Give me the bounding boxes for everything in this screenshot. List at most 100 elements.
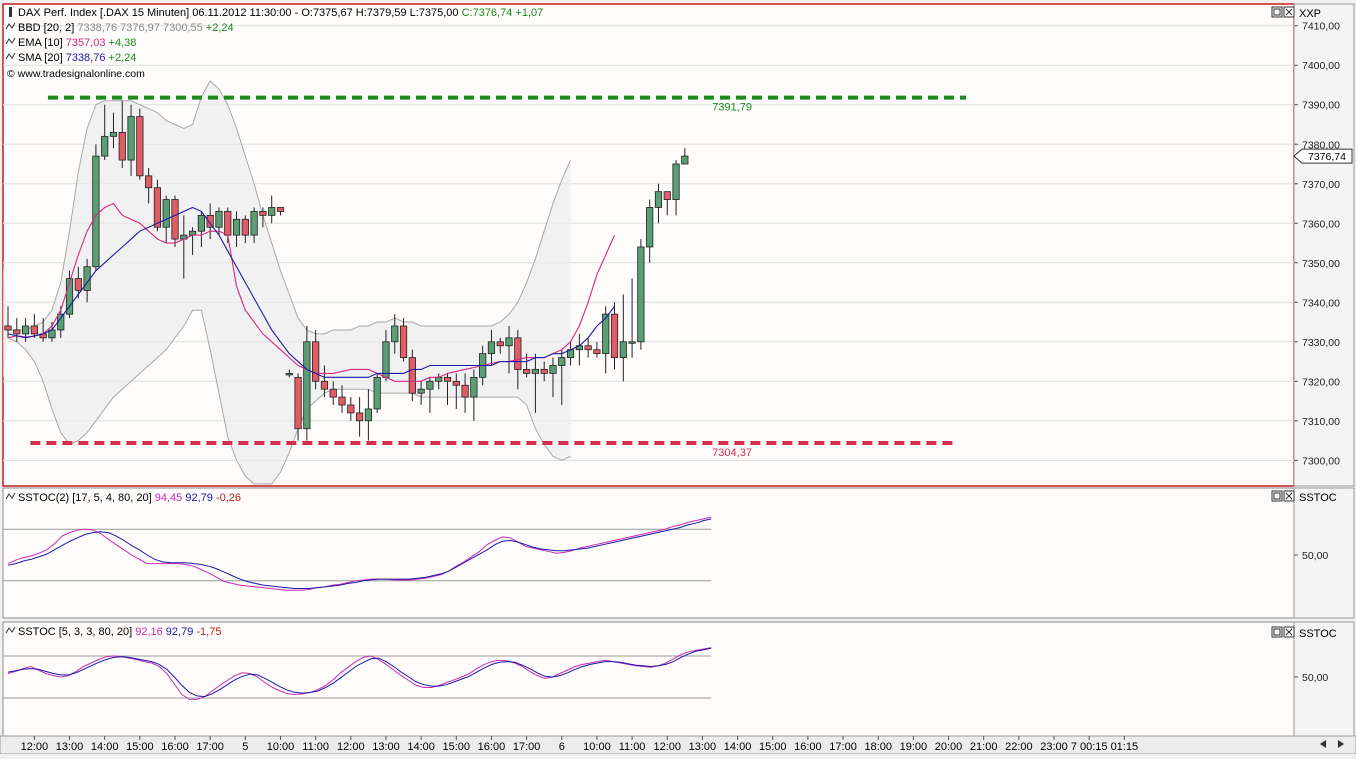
- x-tick-label: 14:00: [724, 741, 752, 753]
- candle-body: [4, 325, 12, 331]
- bbd-line-change: +2,24: [206, 22, 234, 34]
- x-tick-label: 21:00: [970, 741, 998, 753]
- candle-body: [312, 341, 320, 382]
- bbd-line-values: 7338,76 7376,97 7300,55: [77, 22, 202, 34]
- stoch2-tick-label: 50,00: [1302, 672, 1328, 684]
- x-tick-label: 11:00: [619, 741, 646, 753]
- stoch1-axis-title: SSTOC: [1299, 492, 1337, 504]
- bbd-line-label: BBD [20, 2]: [18, 22, 74, 34]
- x-tick-label: 13:00: [372, 741, 400, 753]
- x-tick-label: 10:00: [583, 741, 611, 753]
- ohlc-values: O:7375,67 H:7379,59 L:7375,00: [301, 7, 458, 19]
- candle-body: [329, 388, 337, 398]
- candle-body: [241, 218, 249, 236]
- candle-body: [83, 266, 91, 291]
- candle-body: [628, 341, 636, 344]
- stoch2-wave-icon: [5, 626, 16, 634]
- candle-body: [558, 357, 566, 366]
- x-tick-label: 11:00: [302, 741, 329, 753]
- x-tick-label: 10:00: [267, 741, 295, 753]
- candle-body: [320, 380, 329, 390]
- stoch1-slow-line: [7, 518, 712, 590]
- stoch2-slow-line: [7, 647, 712, 698]
- candle-body: [285, 373, 293, 376]
- candle-body: [268, 207, 276, 216]
- x-tick-label: 12:00: [337, 741, 365, 753]
- candle-body: [206, 214, 214, 228]
- y-tick-label: 7390,00: [1302, 100, 1340, 112]
- panel-bg-2: [2, 487, 1295, 619]
- panel-bg-3: [2, 621, 1295, 737]
- x-tick-label: 5: [242, 741, 248, 753]
- candle-body: [373, 376, 381, 410]
- x-tick-label: 22:00: [1005, 741, 1033, 753]
- candle-body: [382, 341, 390, 378]
- candle-body: [136, 116, 144, 177]
- scroll-left-icon[interactable]: [1320, 740, 1326, 748]
- candle-body: [681, 155, 689, 165]
- maximize-icon-3: [1273, 628, 1281, 636]
- candle-body: [250, 211, 258, 236]
- bollinger-upper-line: [8, 80, 572, 335]
- x-tick-label: 20:00: [935, 741, 963, 753]
- candle-body: [30, 325, 38, 335]
- y-tick-label: 7330,00: [1302, 337, 1340, 349]
- stoch1-label: SSTOC(2) [17, 5, 4, 80, 20]: [18, 492, 152, 504]
- candle-body: [443, 376, 452, 382]
- maximize-icon-1: [1273, 8, 1281, 16]
- candle-body: [303, 341, 311, 430]
- x-tick-label: 01:15: [1111, 741, 1139, 753]
- candle-body: [109, 132, 118, 137]
- candle-body: [92, 155, 100, 268]
- maximize-button-2[interactable]: [1271, 490, 1283, 502]
- candle-body: [101, 135, 109, 157]
- candle-body: [672, 163, 680, 200]
- y-tick-label: 7400,00: [1302, 60, 1340, 72]
- candle-body: [21, 325, 30, 335]
- candle-body: [584, 345, 592, 351]
- candle-body: [435, 376, 443, 382]
- y-tick-label: 7320,00: [1302, 376, 1340, 388]
- x-tick-label: 15:00: [759, 741, 787, 753]
- sma-legend-label: SMA [20]: [18, 52, 63, 64]
- x-tick-label: 17:00: [513, 741, 541, 753]
- x-tick-label: 16:00: [161, 741, 189, 753]
- scroll-right-icon[interactable]: [1338, 740, 1344, 748]
- candle-body: [399, 325, 408, 358]
- candle-body: [294, 376, 302, 430]
- sma-legend-values: 7338,76: [66, 52, 106, 64]
- candle-body: [276, 207, 285, 212]
- stoch2-value1: 92,16: [135, 626, 163, 638]
- stoch1-value2: 92,79: [185, 492, 213, 504]
- x-tick-label: 6: [559, 741, 565, 753]
- x-tick-label: 12:00: [21, 741, 49, 753]
- close-icon-1: [1285, 8, 1293, 16]
- candle-body: [619, 341, 627, 358]
- candle-body: [145, 175, 153, 189]
- candle-body: [593, 349, 601, 355]
- ema-legend-change: +4,38: [109, 37, 137, 49]
- x-tick-label: 14:00: [91, 741, 119, 753]
- last-price-label: 7376,74: [1308, 151, 1346, 163]
- candle-body: [540, 369, 548, 374]
- x-tick-label: 12:00: [653, 741, 681, 753]
- x-tick-label: 7 00:15: [1071, 741, 1108, 753]
- candle-body: [549, 365, 557, 374]
- candle-body: [505, 337, 513, 347]
- candle-body: [452, 380, 460, 386]
- close-icon-3: [1285, 628, 1293, 636]
- x-tick-label: 15:00: [443, 741, 471, 753]
- price-axis-3: [1293, 621, 1355, 737]
- y-tick-label: 7340,00: [1302, 297, 1340, 309]
- maximize-button-1[interactable]: [1271, 6, 1283, 18]
- candle-body: [13, 329, 21, 335]
- y-tick-label: 7360,00: [1302, 218, 1340, 230]
- candle-body: [259, 211, 267, 216]
- x-tick-label: 16:00: [794, 741, 822, 753]
- y-tick-label: 7380,00: [1302, 139, 1340, 151]
- ema-legend-label: EMA [10]: [18, 37, 63, 49]
- candle-body: [637, 246, 645, 343]
- maximize-button-3[interactable]: [1271, 626, 1283, 638]
